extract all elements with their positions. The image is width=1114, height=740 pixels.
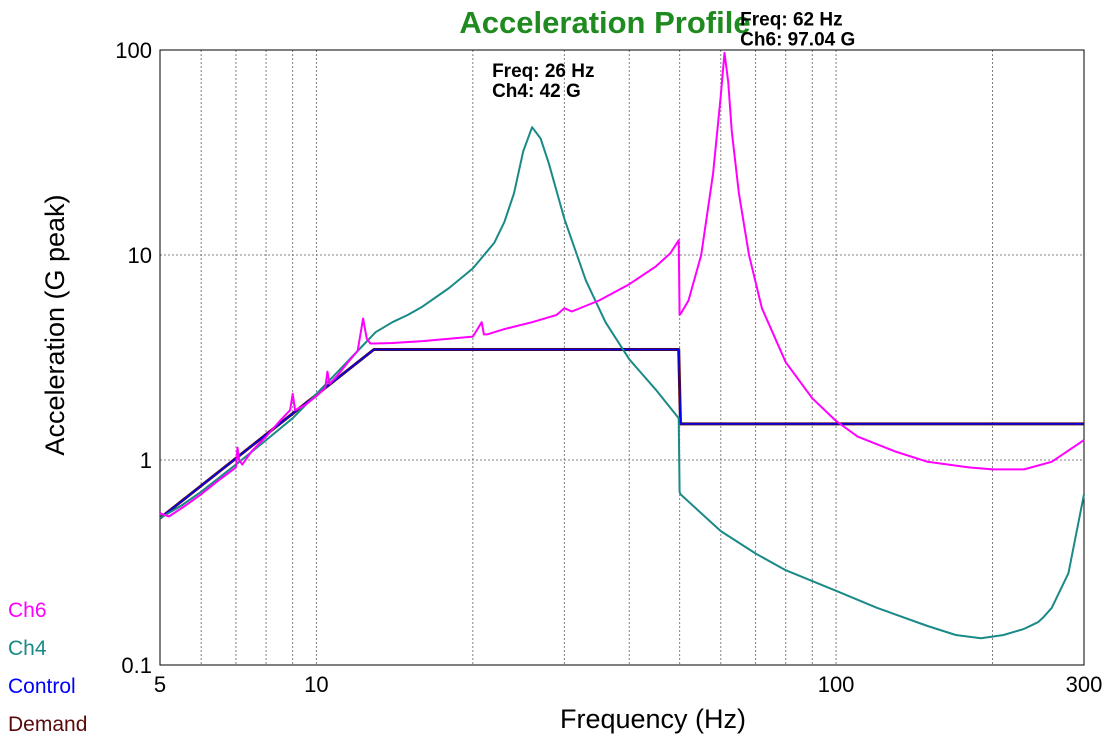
x-tick-label: 300 — [1066, 672, 1103, 697]
x-tick-label: 100 — [818, 672, 855, 697]
y-tick-label: 10 — [128, 243, 152, 268]
y-tick-label: 1 — [140, 448, 152, 473]
series-line-demand — [159, 348, 1084, 520]
grid — [160, 50, 1084, 665]
tick-labels: 5 10 100 300 0.1 1 10 100 — [115, 38, 1102, 697]
x-axis-label: Frequency (Hz) — [560, 704, 746, 734]
peak-annotation-line: Freq: 26 Hz — [492, 61, 594, 82]
legend-entry-ch6: Ch6 — [8, 599, 47, 622]
peak-annotation-line: Ch4: 42 G — [492, 81, 581, 102]
legend-entry-demand: Demand — [8, 713, 87, 736]
series-lines — [159, 51, 1085, 640]
legend-entry-ch4: Ch4 — [8, 637, 47, 660]
x-tick-label: 5 — [154, 672, 166, 697]
series-line-control — [159, 348, 1084, 519]
legend: Ch6 Ch4 Control Demand — [8, 599, 87, 736]
chart-title: Acceleration Profile — [459, 5, 750, 40]
series-line-ch6 — [159, 51, 1085, 518]
x-tick-label: 10 — [304, 672, 328, 697]
peak-annotation-line: Ch6: 97.04 G — [740, 30, 855, 51]
series-line-ch4 — [159, 126, 1085, 640]
y-axis-label: Acceleration (G peak) — [40, 194, 70, 455]
y-tick-label: 0.1 — [121, 653, 152, 678]
plot-frame — [159, 49, 1085, 666]
peak-annotation-line: Freq: 62 Hz — [740, 10, 842, 31]
y-tick-label: 100 — [115, 38, 152, 63]
legend-entry-control: Control — [8, 675, 76, 698]
